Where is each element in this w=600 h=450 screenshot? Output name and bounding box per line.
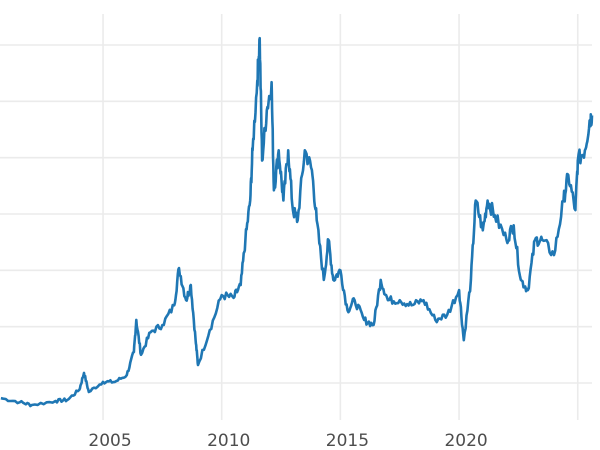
x-tick-label-2005: 2005 — [88, 431, 131, 450]
x-tick-labels: 2005 2010 2015 2020 — [88, 431, 487, 450]
y-gridlines — [0, 44, 592, 384]
x-gridlines — [102, 14, 579, 420]
x-tick-label-2010: 2010 — [207, 431, 250, 450]
x-tick-label-2015: 2015 — [326, 431, 369, 450]
price-series-line — [0, 36, 594, 408]
x-tick-label-2020: 2020 — [444, 431, 487, 450]
